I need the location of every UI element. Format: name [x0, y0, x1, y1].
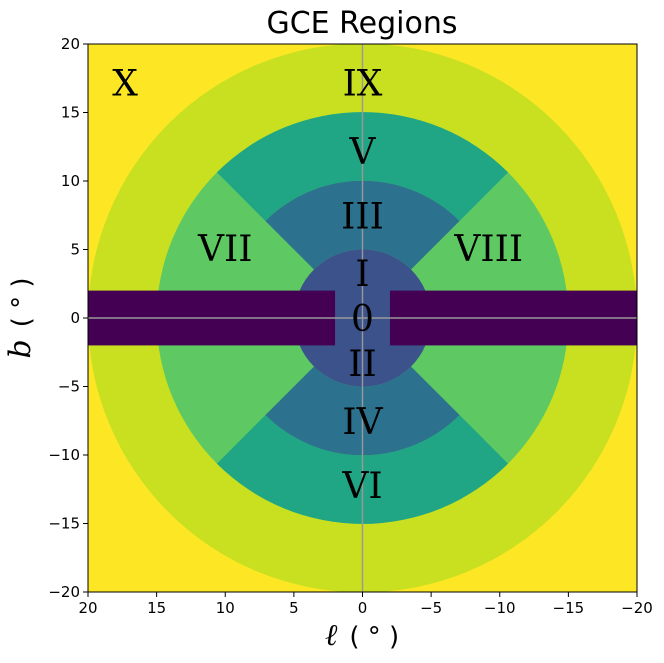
x-tick-label: 20 [78, 599, 97, 617]
x-tick-label: 0 [358, 599, 368, 617]
x-axis-label: ℓ ( ° ) [325, 618, 399, 653]
chart-title: GCE Regions [266, 6, 457, 41]
region-label-vi: VI [341, 466, 382, 507]
region-label-x: X [112, 63, 138, 104]
y-tick-label: 15 [61, 104, 80, 122]
region-label-0: 0 [351, 299, 374, 340]
x-tick-label: −5 [420, 599, 442, 617]
region-label-i: I [355, 254, 369, 295]
x-axis-symbol: ℓ [325, 618, 338, 653]
x-tick-label: 5 [289, 599, 299, 617]
y-tick-label: −5 [58, 378, 80, 396]
x-axis-ticks: 20 15 10 5 0 −5 −10 −15 −20 [78, 592, 653, 617]
y-tick-label: −15 [48, 515, 80, 533]
region-label-iv: IV [342, 402, 383, 443]
region-label-viii: VIII [453, 229, 523, 270]
y-axis-ticks: 20 15 10 5 0 −5 −10 −15 −20 [48, 35, 88, 601]
y-tick-label: 10 [61, 172, 80, 190]
x-tick-label: 10 [216, 599, 235, 617]
region-label-v: V [349, 132, 377, 173]
x-tick-label: −10 [484, 599, 516, 617]
region-label-ix: IX [343, 63, 383, 104]
x-tick-label: −20 [621, 599, 653, 617]
y-axis-unit: ( ° ) [7, 277, 37, 327]
y-tick-label: 20 [61, 35, 80, 53]
y-tick-label: 0 [70, 309, 80, 327]
y-axis-label: b ( ° ) [3, 277, 38, 358]
y-tick-label: 5 [70, 241, 80, 259]
y-axis-symbol: b [3, 339, 38, 358]
region-label-iii: III [341, 196, 384, 237]
y-tick-label: −10 [48, 446, 80, 464]
x-tick-label: −15 [553, 599, 585, 617]
x-axis-unit: ( ° ) [349, 622, 399, 652]
x-tick-label: 15 [147, 599, 166, 617]
region-label-ii: II [348, 344, 376, 385]
y-tick-label: −20 [48, 583, 80, 601]
region-label-vii: VII [197, 229, 252, 270]
